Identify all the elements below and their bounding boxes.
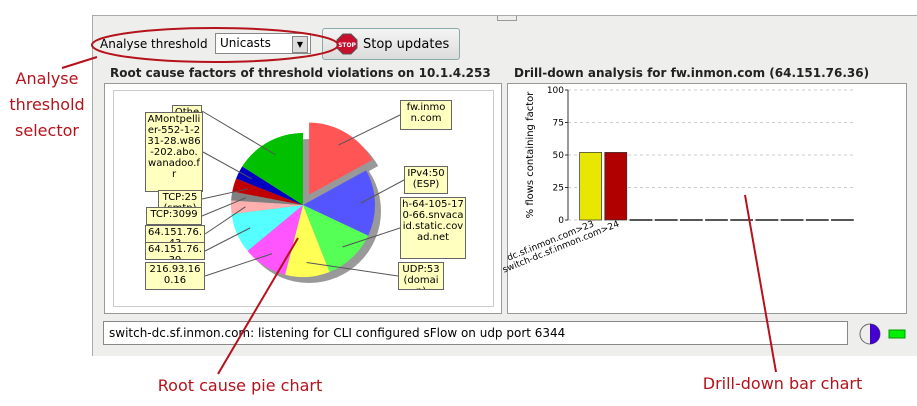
slice-label: UDP:53 (domain)	[398, 262, 444, 290]
pie-slice	[303, 205, 369, 272]
pie-slice	[236, 166, 303, 205]
pie-slice	[242, 133, 303, 205]
y-tick-label: 50	[553, 151, 565, 161]
leader-line	[306, 261, 399, 277]
leader-line	[202, 151, 252, 180]
slice-label: 64.151.76.39	[145, 242, 205, 260]
slice-label: 216.93.160.16	[145, 262, 205, 290]
slice-label: TCP:25 (smtp)	[158, 190, 202, 208]
pie-slice	[303, 170, 375, 236]
splitter[interactable]	[497, 16, 517, 21]
threshold-label: Analyse threshold	[100, 37, 208, 51]
select-value: Unicasts	[220, 36, 271, 50]
leader-line	[204, 253, 273, 277]
pie-slice	[232, 178, 303, 205]
status-icons	[859, 323, 906, 345]
bar	[705, 219, 728, 221]
bar	[654, 219, 678, 221]
y-tick-label: 75	[553, 119, 564, 129]
leader-line	[360, 179, 405, 204]
leader-line	[204, 227, 251, 252]
pie-slice	[309, 122, 373, 195]
annotation-selector: Analyse threshold selector	[9, 69, 85, 140]
bar	[629, 219, 653, 221]
pie-slice	[231, 205, 303, 251]
status-text: switch-dc.sf.inmon.com: listening for CL…	[109, 326, 566, 340]
button-text: Stop updates	[363, 37, 450, 52]
y-axis-label: % flows containing factor	[525, 91, 536, 219]
select-arrow[interactable]: ▼	[292, 36, 308, 53]
bar	[780, 219, 804, 221]
y-tick-label: 25	[553, 184, 564, 194]
annotation-bar: Drill-down bar chart	[702, 374, 863, 393]
bar	[730, 219, 754, 221]
bar	[579, 152, 602, 221]
bar-title: Drill-down analysis for fw.inmon.com (64…	[514, 66, 870, 80]
slice-label: fw.inmon.com	[400, 100, 452, 130]
pie-slice	[231, 200, 303, 215]
bar	[679, 219, 703, 221]
bar	[831, 219, 854, 221]
slice-label: TCP:3099	[146, 207, 202, 225]
stop-button[interactable]: STOP Stop updates	[322, 28, 460, 60]
leader-line	[201, 188, 248, 200]
slice-label: 64.151.76.43	[145, 225, 205, 243]
bar	[755, 219, 779, 221]
threshold-select[interactable]: Unicasts ▼	[215, 33, 311, 54]
y-tick-label: 0	[558, 216, 564, 226]
status-field: switch-dc.sf.inmon.com: listening for CL…	[103, 321, 848, 345]
bar	[805, 219, 829, 221]
leader-line	[201, 110, 276, 155]
pie-slice	[231, 191, 303, 205]
leader-line	[342, 227, 401, 248]
leader-line	[338, 114, 401, 146]
slice-label: IPv4:50 (ESP)	[404, 166, 448, 194]
pie-title: Root cause factors of threshold violatio…	[110, 66, 491, 80]
slice-label: h-64-105-170-66.snvacaid.static.covad.ne…	[400, 197, 466, 259]
bar	[604, 152, 628, 221]
stop-icon-text: STOP	[338, 42, 357, 49]
leader-line	[204, 206, 246, 235]
leader-line	[201, 197, 247, 217]
pie-slice	[285, 205, 330, 277]
y-tick-label: 100	[547, 86, 564, 96]
slice-label: AMontpellier-552-1-231-28.w86-202.abo.wa…	[145, 112, 203, 192]
annotation-pie: Root cause pie chart	[157, 376, 323, 395]
